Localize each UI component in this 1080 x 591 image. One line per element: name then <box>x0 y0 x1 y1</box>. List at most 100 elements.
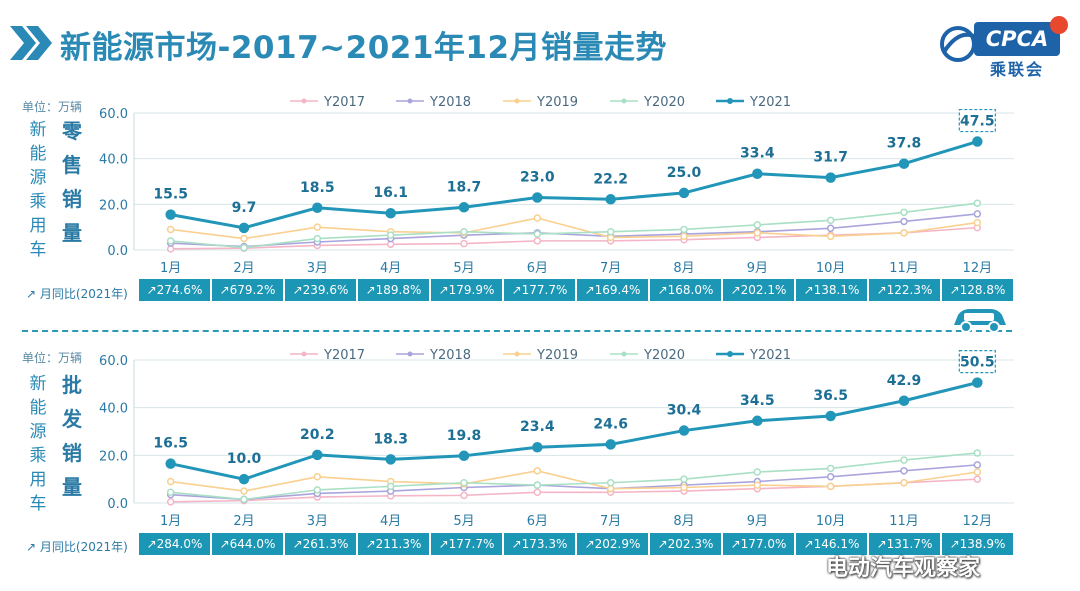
wholesale-yoy-row: ↗284.0% ↗644.0% ↗261.3% ↗211.3% ↗177.7% ↗173.… <box>139 533 1015 555</box>
data-point-y2019 <box>533 467 542 475</box>
y-tick-label: 60.0 <box>99 354 128 369</box>
side-label-char: 能 <box>29 144 47 164</box>
retail-yoy-label-text: 月同比(2021年) <box>39 287 128 301</box>
data-point-y2018 <box>826 473 835 481</box>
legend-label: Y2021 <box>749 95 791 110</box>
data-point-y2021 <box>458 450 470 462</box>
wholesale-yoy-label: ↗ 月同比(2021年) <box>26 538 128 555</box>
retail-yoy-cell: ↗274.6% <box>139 279 210 301</box>
series-line-y2021 <box>170 381 978 481</box>
data-point-y2017 <box>460 491 468 500</box>
side-label-char: 新 <box>29 120 47 140</box>
wholesale-yoy-label-text: 月同比(2021年) <box>39 540 128 554</box>
data-point-y2021 <box>605 194 616 205</box>
data-point-y2019 <box>826 482 835 491</box>
wholesale-yoy-cell: ↗211.3% <box>358 533 429 555</box>
series-line-y2019 <box>170 470 978 492</box>
wholesale-yoy-cell: ↗261.3% <box>285 533 356 555</box>
y-tick-label: 40.0 <box>99 153 128 168</box>
watermark: 电动汽车观察家 <box>826 556 981 581</box>
legend-label: Y2018 <box>429 95 471 110</box>
data-label: 15.5 <box>153 187 188 203</box>
cpca-logo-subtitle: 乘联会 <box>990 60 1045 79</box>
car-icon <box>954 309 1006 333</box>
data-point-y2020 <box>826 464 835 473</box>
wholesale-yoy-cell: ↗138.9% <box>942 533 1013 555</box>
data-point-y2021 <box>605 439 616 450</box>
data-point-y2021 <box>165 458 176 469</box>
wholesale-yoy-cell: ↗177.7% <box>431 533 502 555</box>
x-tick-label: 3月 <box>307 261 328 276</box>
data-point-y2019 <box>166 225 175 234</box>
wholesale-section-label-char: 销 <box>62 441 82 465</box>
retail-yoy-cell: ↗138.1% <box>796 279 867 301</box>
retail-section-label-char: 零 <box>62 119 82 143</box>
wholesale-yoy-cell: ↗644.0% <box>212 533 283 555</box>
data-point-y2021 <box>238 473 250 485</box>
data-point-y2019 <box>900 478 908 487</box>
legend-marker <box>301 98 307 104</box>
wholesale-yoy-cell: ↗146.1% <box>796 533 867 555</box>
data-point-y2020 <box>680 475 688 483</box>
data-label: 19.8 <box>447 428 482 444</box>
data-label: 25.0 <box>667 165 702 181</box>
series-line-y2021 <box>170 140 978 230</box>
series-line-y2018 <box>170 464 978 501</box>
data-label: 18.5 <box>300 180 335 196</box>
x-tick-label: 12月 <box>963 261 993 276</box>
data-label: 16.1 <box>373 185 408 201</box>
cpca-logo: CPCA 乘联会 <box>938 16 1070 79</box>
data-point-y2021 <box>678 187 690 199</box>
series-line-y2019 <box>170 217 978 240</box>
x-tick-label: 4月 <box>380 514 401 529</box>
data-point-y2018 <box>973 210 982 218</box>
data-label: 47.5 <box>960 114 995 130</box>
last-value-box <box>958 108 996 133</box>
data-point-y2019 <box>240 487 248 495</box>
retail-yoy-cell: ↗179.9% <box>431 279 502 301</box>
data-point-y2019 <box>680 232 688 241</box>
x-tick-label: 12月 <box>963 514 993 529</box>
data-point-y2018 <box>900 467 908 475</box>
data-point-y2020 <box>460 478 468 487</box>
data-label: 16.5 <box>153 436 188 452</box>
retail-yoy-cell: ↗239.6% <box>285 279 356 301</box>
data-label: 42.9 <box>887 373 922 389</box>
retail-yoy-cell: ↗122.3% <box>869 279 940 301</box>
legend-marker <box>621 351 627 357</box>
data-point-y2021 <box>972 377 983 388</box>
legend-marker <box>514 98 520 104</box>
cpca-logo-text: CPCA <box>974 22 1060 56</box>
side-label-char: 用 <box>29 470 47 490</box>
data-point-y2020 <box>606 227 615 236</box>
x-tick-label: 1月 <box>160 514 181 529</box>
data-point-y2019 <box>973 218 982 227</box>
data-point-y2021 <box>532 192 543 203</box>
data-label: 37.8 <box>887 136 922 152</box>
x-tick-label: 6月 <box>527 261 548 276</box>
data-point-y2021 <box>825 410 836 422</box>
data-point-y2020 <box>753 468 762 476</box>
data-point-y2020 <box>606 478 615 487</box>
data-point-y2021 <box>678 425 690 436</box>
double-chevron-icon <box>10 26 52 60</box>
y-tick-label: 20.0 <box>99 198 128 213</box>
data-point-y2021 <box>312 202 323 214</box>
data-point-y2021 <box>385 207 396 219</box>
data-point-y2020 <box>386 482 395 491</box>
wholesale-section-label-char: 量 <box>62 475 82 499</box>
x-tick-label: 8月 <box>673 261 694 276</box>
data-point-y2021 <box>752 415 763 427</box>
side-label-char: 用 <box>29 216 47 236</box>
data-label: 18.7 <box>447 179 482 195</box>
data-label: 23.0 <box>520 169 555 185</box>
data-point-y2020 <box>680 225 688 234</box>
x-tick-label: 4月 <box>380 261 401 276</box>
data-point-y2017 <box>533 488 542 497</box>
side-label-char: 源 <box>29 422 47 442</box>
retail-section-label-char: 销 <box>62 187 82 211</box>
data-point-y2018 <box>900 217 908 226</box>
y-tick-label: 0.0 <box>107 497 128 512</box>
data-label: 30.4 <box>667 403 702 419</box>
wholesale-yoy-cell: ↗202.3% <box>650 533 721 555</box>
